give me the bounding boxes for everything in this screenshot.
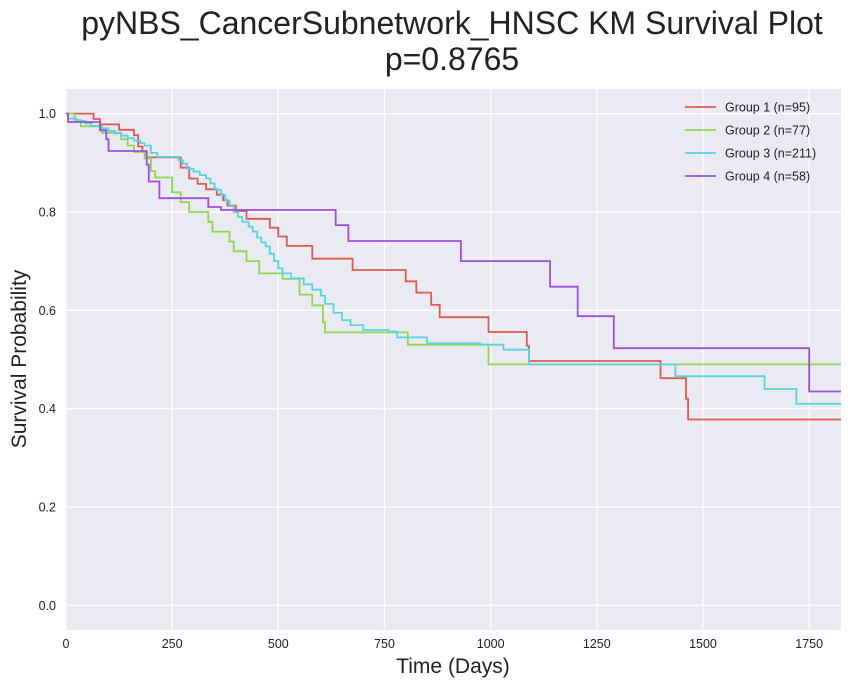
x-tick-label: 250 <box>162 637 183 651</box>
y-tick-label: 0.4 <box>39 402 56 416</box>
x-axis-label: Time (Days) <box>396 655 510 678</box>
y-axis-label: Survival Probability <box>8 269 31 448</box>
chart-title: pyNBS_CancerSubnetwork_HNSC KM Survival … <box>81 5 823 41</box>
y-tick-labels: 0.0 0.2 0.4 0.6 0.8 1.0 <box>39 107 56 613</box>
x-tick-labels: 0 250 500 750 1000 1250 1500 1750 <box>63 637 824 651</box>
grid-lines <box>65 89 841 630</box>
x-tick-label: 750 <box>374 637 395 651</box>
km-curve-group-4 <box>66 112 841 393</box>
x-tick-label: 1250 <box>583 637 611 651</box>
legend-label-group-4: Group 4 (n=58) <box>725 170 810 184</box>
series-layer <box>66 112 841 421</box>
y-tick-label: 0.6 <box>39 304 56 318</box>
x-tick-label: 1500 <box>689 637 717 651</box>
y-tick-label: 0.0 <box>39 599 56 613</box>
legend: Group 1 (n=95) Group 2 (n=77) Group 3 (n=2… <box>685 101 816 184</box>
y-tick-label: 1.0 <box>39 107 56 121</box>
x-tick-label: 0 <box>63 637 70 651</box>
legend-label-group-3: Group 3 (n=211) <box>725 147 816 161</box>
legend-label-group-2: Group 2 (n=77) <box>725 124 810 138</box>
legend-label-group-1: Group 1 (n=95) <box>725 101 810 115</box>
x-tick-label: 1000 <box>477 637 505 651</box>
x-tick-label: 500 <box>268 637 289 651</box>
km-curve-group-2 <box>66 112 841 366</box>
chart-subtitle: p=0.8765 <box>385 41 519 77</box>
y-tick-label: 0.8 <box>39 205 56 219</box>
x-tick-label: 1750 <box>795 637 823 651</box>
km-curve-group-3 <box>66 112 841 405</box>
km-curve-group-1 <box>66 112 841 421</box>
y-tick-label: 0.2 <box>39 501 56 515</box>
